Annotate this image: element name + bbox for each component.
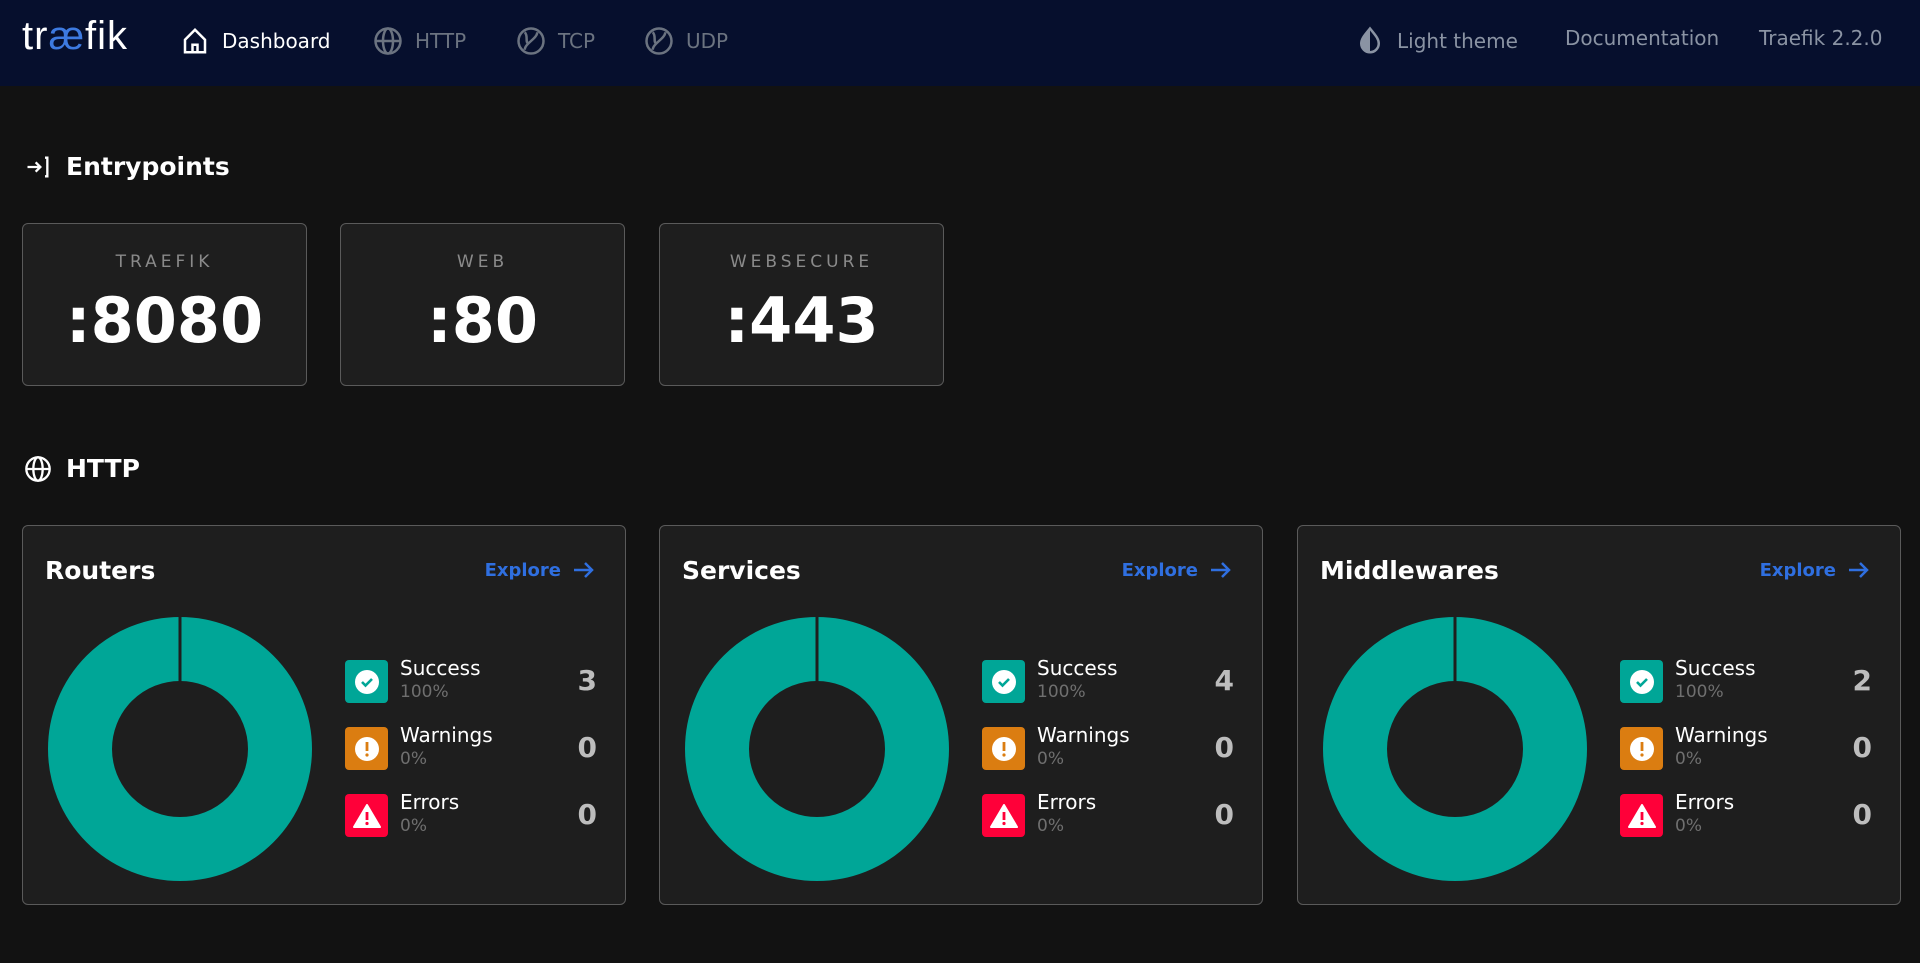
- tcp-icon: [517, 27, 545, 55]
- traefik-logo[interactable]: træfik: [22, 14, 129, 58]
- legend-warnings: Warnings 0% 0: [1620, 723, 1872, 771]
- top-navbar: træfik Dashboard HTTP TCP UDP Light them…: [0, 0, 1920, 86]
- home-icon: [183, 27, 207, 54]
- globe-icon: [25, 455, 51, 482]
- success-icon: [982, 660, 1025, 703]
- arrow-right-icon: [574, 562, 594, 578]
- udp-icon: [645, 27, 673, 55]
- errors-icon: [982, 794, 1025, 837]
- http-heading: HTTP: [24, 454, 140, 483]
- theme-toggle[interactable]: Light theme: [1355, 26, 1518, 56]
- nav-http[interactable]: HTTP: [373, 26, 466, 56]
- warnings-icon: [1620, 727, 1663, 770]
- panel-middlewares: Middlewares Explore Success 100% 2 Warni…: [1297, 525, 1901, 905]
- status-donut-chart: [685, 616, 949, 881]
- status-donut-chart: [1323, 616, 1587, 881]
- status-donut-chart: [48, 616, 312, 881]
- nav-tcp[interactable]: TCP: [516, 26, 595, 56]
- legend-warnings: Warnings 0% 0: [982, 723, 1234, 771]
- success-icon: [1620, 660, 1663, 703]
- explore-link[interactable]: Explore: [1760, 558, 1870, 582]
- success-icon: [345, 660, 388, 703]
- legend-success: Success 100% 3: [345, 656, 597, 704]
- entrypoint-card: WEB:80: [340, 223, 625, 386]
- documentation-link[interactable]: Documentation: [1565, 26, 1720, 50]
- arrow-right-icon: [1211, 562, 1231, 578]
- droplet-icon: [1359, 26, 1381, 54]
- legend-success: Success 100% 2: [1620, 656, 1872, 704]
- sign-in-icon: [27, 156, 49, 177]
- version-label: Traefik 2.2.0: [1759, 26, 1883, 50]
- nav-udp[interactable]: UDP: [644, 26, 728, 56]
- entrypoint-card: TRAEFIK:8080: [22, 223, 307, 386]
- entrypoints-heading: Entrypoints: [24, 152, 230, 181]
- warnings-icon: [982, 727, 1025, 770]
- legend-success: Success 100% 4: [982, 656, 1234, 704]
- legend-errors: Errors 0% 0: [982, 790, 1234, 838]
- legend-warnings: Warnings 0% 0: [345, 723, 597, 771]
- entrypoint-card: WEBSECURE:443: [659, 223, 944, 386]
- legend-errors: Errors 0% 0: [1620, 790, 1872, 838]
- legend-errors: Errors 0% 0: [345, 790, 597, 838]
- arrow-right-icon: [1849, 562, 1869, 578]
- globe-icon: [374, 27, 402, 55]
- explore-link[interactable]: Explore: [1122, 558, 1232, 582]
- errors-icon: [1620, 794, 1663, 837]
- warnings-icon: [345, 727, 388, 770]
- errors-icon: [345, 794, 388, 837]
- nav-dashboard[interactable]: Dashboard: [180, 26, 331, 56]
- panel-services: Services Explore Success 100% 4 Warnings…: [659, 525, 1263, 905]
- explore-link[interactable]: Explore: [485, 558, 595, 582]
- panel-routers: Routers Explore Success 100% 3 Warnings …: [22, 525, 626, 905]
